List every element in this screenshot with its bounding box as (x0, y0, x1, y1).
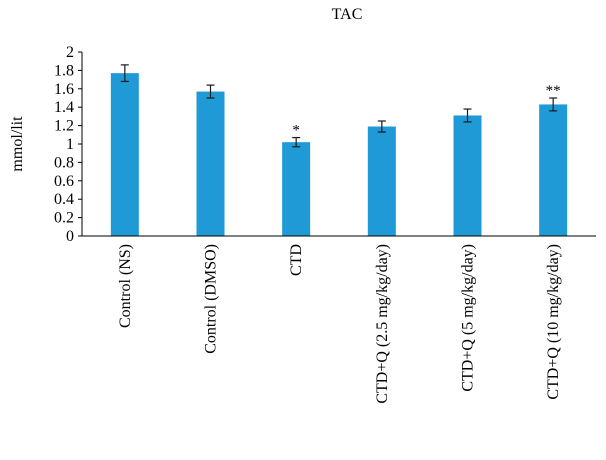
bar (110, 73, 139, 236)
y-tick-label: 2 (66, 44, 74, 61)
bar (282, 142, 311, 236)
y-tick-label: 0.8 (54, 154, 74, 171)
y-axis-label: mmol/lit (9, 116, 26, 172)
bar (367, 126, 396, 236)
y-tick-label: 1.4 (54, 99, 74, 116)
y-tick-label: 0.4 (54, 191, 74, 208)
x-tick-label: CTD+Q (2.5 mg/kg/day) (374, 244, 391, 404)
y-tick-label: 1.8 (54, 62, 74, 79)
y-tick-label: 0.6 (54, 173, 74, 190)
y-tick-label: 1 (66, 136, 74, 153)
x-tick-label: CTD+Q (5 mg/kg/day) (460, 244, 477, 392)
x-tick-label: CTD+Q (10 mg/kg/day) (545, 244, 562, 400)
x-ticks: Control (NS) Control (DMSO) CTD CTD+Q (2.5 … (117, 244, 562, 404)
x-tick-label: Control (NS) (117, 244, 134, 328)
y-tick-label: 1.6 (54, 81, 74, 98)
x-tick-label: CTD (288, 244, 305, 276)
x-tick-label: Control (DMSO) (203, 244, 220, 354)
bars (110, 73, 568, 236)
bar (196, 91, 225, 236)
y-tick-label: 1.2 (54, 118, 74, 135)
error-bars (120, 64, 558, 148)
y-tick-label: 0 (66, 228, 74, 245)
chart-title: TAC (332, 6, 363, 23)
significance-marker: * (292, 123, 300, 139)
annotations: *** (292, 83, 560, 139)
bar (453, 115, 482, 236)
significance-marker: ** (546, 83, 561, 99)
y-ticks: 00.2 0.40.6 0.811.2 1.41.6 1.82 (54, 44, 82, 245)
bar (539, 104, 568, 236)
y-tick-label: 0.2 (54, 210, 74, 227)
